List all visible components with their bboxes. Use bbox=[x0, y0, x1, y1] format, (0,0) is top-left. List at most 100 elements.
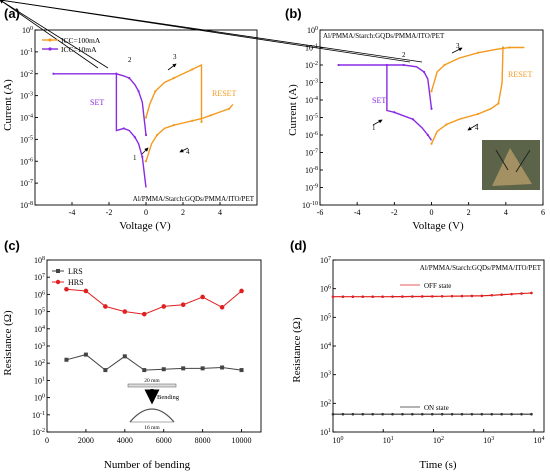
pB-ytick-label: 100 bbox=[307, 26, 318, 35]
pB-series-orange-seg1 bbox=[430, 47, 504, 145]
pB-series-purple-seg1 bbox=[386, 65, 433, 141]
pB-arrow bbox=[451, 47, 463, 54]
pA-point bbox=[209, 114, 212, 117]
pD-point bbox=[401, 295, 404, 298]
pB-point bbox=[393, 111, 396, 114]
pB-xtick-label: -2 bbox=[391, 208, 398, 217]
pC-ytick-label: 104 bbox=[34, 325, 45, 334]
pA-legend-marker-1 bbox=[48, 47, 52, 51]
pC-point-HRS bbox=[103, 304, 108, 309]
pA-ytick-label: 10-1 bbox=[20, 48, 33, 57]
pA-point bbox=[144, 133, 148, 137]
pB-ytick-label: 10-10 bbox=[302, 201, 318, 210]
pD-ytick-label: 106 bbox=[320, 285, 331, 294]
pC-point-HRS bbox=[83, 288, 89, 294]
pB-point bbox=[443, 63, 446, 67]
pD-point bbox=[530, 291, 533, 295]
pD-point bbox=[460, 412, 464, 416]
pB-point bbox=[426, 133, 429, 137]
pA-arrow bbox=[141, 147, 149, 155]
pC-point-LRS bbox=[200, 366, 205, 371]
pD-point bbox=[331, 412, 335, 416]
pD-ytick-label: 101 bbox=[320, 428, 331, 437]
pA-point bbox=[144, 116, 148, 119]
panel-d: (d) Time (s) Resistance (Ω) 100 101 102 103… bbox=[290, 238, 544, 471]
pB-point bbox=[411, 118, 415, 121]
pA-xtick-label: 0 bbox=[144, 208, 148, 217]
pA-arrow-label-n2: 2 bbox=[128, 56, 132, 64]
pC-xtick-label: 2000 bbox=[78, 436, 94, 445]
pC-point-HRS bbox=[239, 288, 244, 294]
pA-point bbox=[200, 120, 203, 123]
pB-point bbox=[430, 142, 433, 145]
pB-ytick-label: 10-5 bbox=[305, 114, 318, 123]
pD-point bbox=[381, 295, 384, 298]
pB-point bbox=[476, 112, 480, 116]
pC-point-HRS bbox=[219, 305, 225, 310]
pA-point bbox=[115, 72, 118, 75]
pC-point-HRS bbox=[200, 294, 205, 300]
panel-b-ylabel: Current (A) bbox=[287, 84, 299, 136]
panel-d-label: (d) bbox=[290, 238, 307, 253]
panel-d-xlabel: Time (s) bbox=[419, 459, 457, 471]
pA-set-label: SET bbox=[90, 98, 104, 107]
pA-legend-marker-0 bbox=[48, 38, 52, 42]
pD-ytick-label: 105 bbox=[320, 313, 331, 322]
pA-ytick-label: 10-7 bbox=[20, 179, 33, 188]
pA-reset-label: RESET bbox=[212, 89, 237, 98]
pA-ytick-label: 100 bbox=[22, 26, 33, 35]
pA-point bbox=[191, 119, 194, 122]
pA-point bbox=[228, 107, 231, 110]
pA-arrow-label-n4: 4 bbox=[186, 148, 190, 156]
pB-arrow-label-n1: 1 bbox=[372, 124, 376, 132]
pC-ytick-label: 101 bbox=[34, 376, 45, 385]
pA-ytick-label: 10-8 bbox=[20, 201, 33, 210]
pD-ytick-label: 102 bbox=[320, 399, 331, 408]
panel-c-ylabel: Resistance (Ω) bbox=[2, 310, 14, 376]
pC-point-LRS bbox=[83, 352, 88, 357]
pA-legend-label-0: ICC=100mA bbox=[61, 36, 101, 45]
pD-xtick-label: 104 bbox=[533, 436, 544, 445]
pC-ytick-label: 105 bbox=[34, 308, 45, 317]
pD-point bbox=[510, 292, 513, 296]
pB-ytick-label: 10-2 bbox=[305, 61, 318, 70]
pB-ytick-label: 10-4 bbox=[305, 96, 318, 105]
pB-arrow-label-n3: 3 bbox=[456, 42, 460, 50]
pD-point bbox=[470, 412, 474, 416]
pB-ytick-label: 10-8 bbox=[305, 166, 318, 175]
pD-point bbox=[351, 412, 355, 416]
pC-point-LRS bbox=[122, 354, 127, 359]
pD-point bbox=[371, 412, 374, 416]
panel-c: (c) Number of bending Resistance (Ω) 0 20… bbox=[2, 238, 262, 471]
pB-point bbox=[422, 70, 426, 74]
pB-xtick-label: 4 bbox=[504, 208, 508, 217]
pC-ytick-label: 108 bbox=[34, 256, 45, 265]
pA-ytick-label: 10-3 bbox=[20, 92, 33, 101]
pB-ytick-label: 10-7 bbox=[305, 149, 318, 158]
pD-xtick-label: 102 bbox=[433, 436, 444, 445]
pA-xtick-label: 4 bbox=[218, 208, 222, 217]
pA-series-ICC=100mA-seg1 bbox=[145, 63, 203, 122]
pD-point bbox=[470, 294, 474, 298]
pC-legend-label-1: HRS bbox=[68, 278, 84, 287]
pD-ytick-label: 104 bbox=[320, 342, 331, 351]
pC-point-HRS bbox=[180, 302, 186, 308]
pA-point bbox=[154, 90, 157, 93]
pC-point-LRS bbox=[142, 368, 147, 373]
pD-point bbox=[420, 412, 424, 416]
pC-inset-top-label: 20 mm bbox=[144, 378, 160, 384]
pD-point bbox=[371, 295, 374, 298]
pB-ytick-label: 10-3 bbox=[305, 79, 318, 88]
pB-point bbox=[385, 63, 388, 67]
pD-point bbox=[440, 294, 444, 298]
pB-xtick-label: 0 bbox=[430, 208, 434, 217]
pD-xtick-label: 100 bbox=[333, 436, 344, 445]
pC-xtick-label: 0 bbox=[45, 436, 49, 445]
pD-point bbox=[450, 294, 454, 298]
pA-xtick-label: -4 bbox=[69, 208, 76, 217]
pD-point bbox=[500, 412, 503, 416]
pB-point bbox=[337, 63, 340, 67]
pD-point bbox=[520, 412, 523, 416]
pC-ytick-label: 106 bbox=[34, 290, 45, 299]
pD-point bbox=[341, 412, 345, 416]
